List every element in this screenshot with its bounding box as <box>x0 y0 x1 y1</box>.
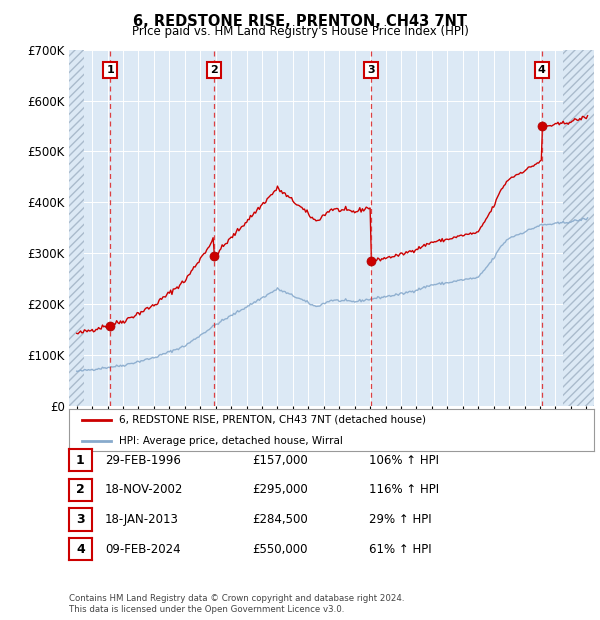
Text: 2: 2 <box>76 484 85 496</box>
Text: Contains HM Land Registry data © Crown copyright and database right 2024.
This d: Contains HM Land Registry data © Crown c… <box>69 595 404 614</box>
Text: 3: 3 <box>76 513 85 526</box>
Text: 4: 4 <box>76 543 85 556</box>
Text: 2: 2 <box>210 65 218 75</box>
Text: 6, REDSTONE RISE, PRENTON, CH43 7NT: 6, REDSTONE RISE, PRENTON, CH43 7NT <box>133 14 467 29</box>
Text: £295,000: £295,000 <box>252 484 308 496</box>
Text: £157,000: £157,000 <box>252 454 308 466</box>
Text: 4: 4 <box>538 65 545 75</box>
Text: HPI: Average price, detached house, Wirral: HPI: Average price, detached house, Wirr… <box>119 436 343 446</box>
Text: 6, REDSTONE RISE, PRENTON, CH43 7NT (detached house): 6, REDSTONE RISE, PRENTON, CH43 7NT (det… <box>119 415 426 425</box>
Text: 09-FEB-2024: 09-FEB-2024 <box>105 543 181 556</box>
Bar <box>69 50 85 406</box>
Text: 29% ↑ HPI: 29% ↑ HPI <box>369 513 431 526</box>
Text: Price paid vs. HM Land Registry's House Price Index (HPI): Price paid vs. HM Land Registry's House … <box>131 25 469 38</box>
Text: 61% ↑ HPI: 61% ↑ HPI <box>369 543 431 556</box>
Bar <box>563 50 594 406</box>
Text: 116% ↑ HPI: 116% ↑ HPI <box>369 484 439 496</box>
Text: 106% ↑ HPI: 106% ↑ HPI <box>369 454 439 466</box>
Text: 1: 1 <box>76 454 85 466</box>
Text: 3: 3 <box>367 65 374 75</box>
Text: 18-NOV-2002: 18-NOV-2002 <box>105 484 184 496</box>
Text: £550,000: £550,000 <box>252 543 308 556</box>
Text: 18-JAN-2013: 18-JAN-2013 <box>105 513 179 526</box>
Text: £284,500: £284,500 <box>252 513 308 526</box>
Text: 29-FEB-1996: 29-FEB-1996 <box>105 454 181 466</box>
Text: 1: 1 <box>106 65 114 75</box>
